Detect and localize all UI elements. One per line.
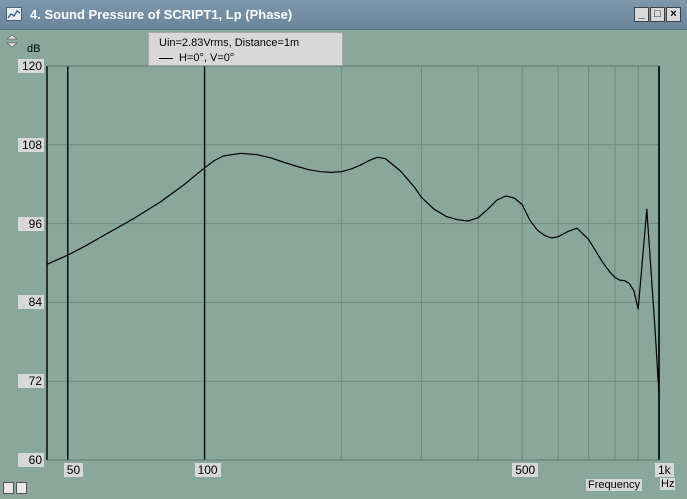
y-tick-label: 96 [18,216,44,231]
marker-icon[interactable] [16,482,27,494]
x-tick-label: 1k [655,463,674,477]
minimize-button[interactable]: _ [634,7,649,22]
window-title: 4. Sound Pressure of SCRIPT1, Lp (Phase) [30,7,293,22]
y-tick-label: 120 [18,59,44,73]
y-tick-label: 72 [18,374,44,389]
legend-line-swatch [159,57,173,59]
legend-series-label: H=0°, V=0° [179,52,235,64]
x-axis-unit: Hz [660,478,676,490]
maximize-button[interactable]: □ [650,7,665,22]
legend-series-entry: H=0°, V=0° [159,52,234,64]
window-titlebar[interactable]: 4. Sound Pressure of SCRIPT1, Lp (Phase)… [0,0,687,30]
x-tick-label: 100 [194,463,221,477]
close-button[interactable]: × [666,7,681,22]
series-line-0 [46,152,660,395]
x-tick-label: 50 [63,463,84,477]
scale-arrows-icon[interactable] [6,34,18,48]
bottom-left-toolbar [3,482,29,496]
page-icon[interactable] [3,482,14,494]
legend-condition-text: Uin=2.83Vrms, Distance=1m [159,37,300,49]
graph-window-icon [6,7,22,21]
plot-area[interactable] [0,30,687,499]
x-axis-label: Frequency [586,479,642,491]
chart-legend[interactable]: Uin=2.83Vrms, Distance=1m H=0°, V=0° [148,32,343,66]
y-axis-label: dB [27,43,41,55]
y-tick-label: 108 [18,137,44,152]
x-tick-label: 500 [512,463,539,477]
y-tick-label: 60 [18,453,44,467]
y-tick-label: 84 [18,295,44,310]
